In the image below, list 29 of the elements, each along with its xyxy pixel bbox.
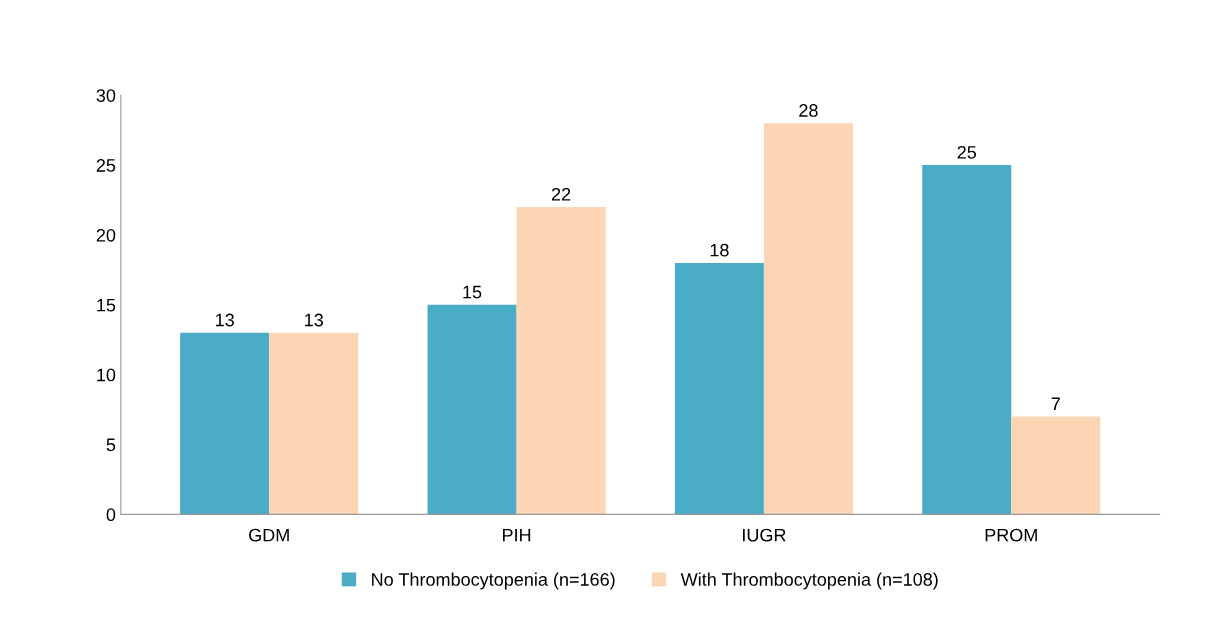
bar [516,207,606,515]
data-label: 28 [799,104,818,117]
bar [1011,416,1101,515]
data-label: 18 [710,243,729,257]
bar [180,332,270,515]
data-label: 22 [551,187,571,201]
x-tick-label: GDM [249,528,289,542]
bar [427,304,517,515]
data-label: 13 [305,313,323,327]
legend-label: With Thrombocytopenia (n=108) [680,572,938,590]
x-tick-label: PIH [503,528,531,542]
y-tick-label: 5 [106,438,116,452]
legend-label: No Thrombocytopenia (n=166) [372,572,615,590]
data-label: 25 [957,145,977,159]
y-tick-label: 20 [96,228,116,242]
y-tick-label: 25 [96,159,116,172]
data-label: 13 [216,313,234,327]
bar [922,165,1012,515]
y-tick-label: 30 [96,89,116,102]
y-tick-label: 10 [97,368,116,382]
y-tick-label: 15 [97,298,116,312]
bar [269,332,359,515]
data-label: 7 [1051,397,1060,411]
x-tick-label: IUGR [743,528,786,542]
bar [674,262,764,515]
bar [763,123,853,515]
data-label: 15 [463,285,482,299]
y-tick-label: 0 [106,508,116,522]
x-tick-label: PROM [985,528,1037,542]
